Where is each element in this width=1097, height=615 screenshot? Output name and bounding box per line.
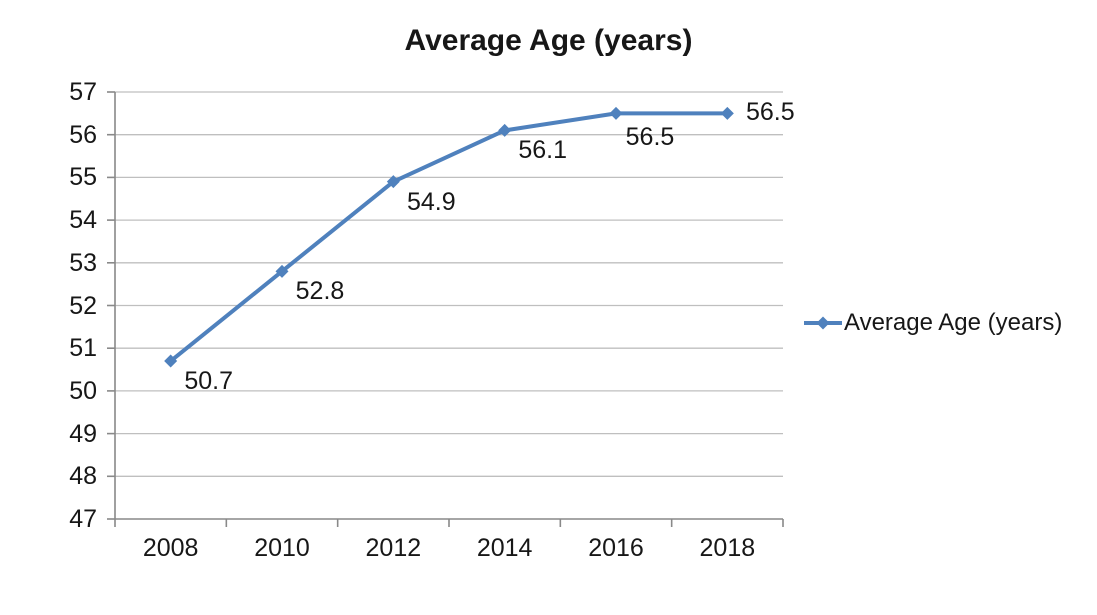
- data-label: 56.5: [745, 98, 795, 127]
- y-tick-label: 50: [69, 376, 97, 405]
- y-tick-label: 56: [69, 120, 97, 149]
- data-point-marker: [609, 106, 623, 120]
- data-label: 54.9: [406, 187, 456, 216]
- x-tick-label: 2008: [142, 534, 199, 562]
- y-tick-label: 53: [69, 248, 97, 277]
- y-tick-label: 51: [69, 334, 97, 363]
- x-tick-label: 2018: [699, 534, 756, 562]
- legend-line-marker-icon: [804, 316, 842, 330]
- data-label: 56.1: [518, 136, 567, 165]
- data-point-marker: [720, 106, 734, 120]
- y-tick-label: 49: [69, 419, 97, 448]
- data-point-marker: [275, 264, 289, 278]
- x-tick-label: 2012: [365, 534, 422, 562]
- data-label: 52.8: [295, 277, 345, 306]
- y-tick-label: 55: [69, 163, 97, 192]
- x-tick-label: 2010: [254, 534, 310, 562]
- series-line: [168, 111, 730, 364]
- y-tick-label: 47: [69, 505, 97, 533]
- data-point-marker: [498, 123, 512, 137]
- x-tick-label: 2016: [588, 534, 644, 562]
- data-point-marker: [164, 354, 178, 368]
- y-tick-label: 54: [69, 206, 97, 235]
- y-tick-label: 52: [69, 291, 97, 320]
- y-tick-label: 48: [69, 462, 97, 491]
- data-label: 56.5: [625, 123, 675, 152]
- x-tick-label: 2014: [476, 534, 533, 562]
- chart-title: Average Age (years): [404, 24, 693, 57]
- legend-label: Average Age (years): [844, 309, 1063, 336]
- legend: Average Age (years): [803, 308, 1062, 338]
- y-tick-label: 57: [69, 78, 97, 106]
- data-point-marker: [386, 175, 400, 189]
- data-label: 50.7: [184, 367, 233, 395]
